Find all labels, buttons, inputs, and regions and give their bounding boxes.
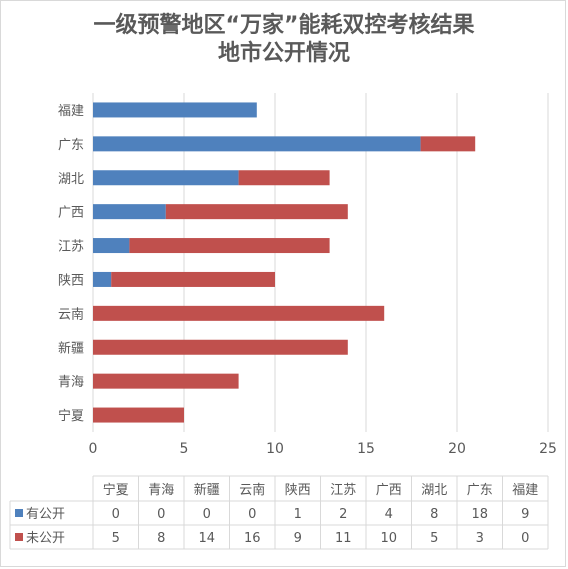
y-category-label: 宁夏	[58, 408, 84, 424]
bar-unpublished	[111, 271, 275, 287]
table-column-header: 广东	[467, 483, 493, 498]
y-category-label: 陕西	[58, 273, 84, 288]
bar-unpublished	[93, 373, 239, 389]
x-tick-label: 5	[180, 441, 189, 457]
table-row-label: 有公开	[26, 507, 65, 522]
y-category-label: 福建	[58, 104, 84, 119]
table-cell: 5	[430, 531, 438, 546]
chart-title-line1: 一级预警地区“万家”能耗双控考核结果	[93, 13, 475, 38]
y-category-label: 青海	[58, 375, 84, 390]
table-cell: 2	[339, 507, 347, 522]
y-category-label: 江苏	[58, 239, 84, 255]
bar-published	[93, 136, 421, 152]
chart-title-line2: 地市公开情况	[217, 41, 350, 66]
bar-published	[93, 271, 112, 287]
bar-published	[93, 170, 239, 186]
x-tick-label: 20	[448, 441, 466, 457]
legend-swatch	[15, 509, 23, 517]
bar-published	[93, 238, 130, 254]
table-cell: 10	[380, 531, 397, 546]
table-column-header: 福建	[512, 483, 538, 498]
table-column-header: 广西	[376, 483, 402, 498]
table-column-header: 湖北	[421, 483, 447, 498]
table-cell: 0	[203, 507, 211, 522]
table-cell: 1	[294, 507, 302, 522]
bar-unpublished	[93, 407, 184, 423]
table-column-header: 江苏	[330, 482, 356, 498]
table-row-label: 未公开	[26, 531, 65, 546]
bar-unpublished	[93, 305, 385, 321]
table-cell: 14	[198, 531, 215, 546]
table-cell: 18	[471, 507, 488, 522]
y-category-label: 云南	[58, 306, 84, 322]
x-tick-label: 0	[89, 441, 98, 457]
table-cell: 11	[335, 531, 352, 546]
table-cell: 4	[385, 507, 393, 522]
table-cell: 8	[430, 507, 438, 522]
table-cell: 0	[112, 507, 120, 522]
x-tick-label: 25	[539, 441, 557, 457]
y-category-label: 新疆	[58, 340, 84, 356]
table-cell: 16	[244, 531, 261, 546]
table-cell: 9	[294, 531, 302, 546]
x-tick-label: 15	[357, 441, 375, 457]
bar-unpublished	[420, 136, 476, 152]
chart-title: 一级预警地区“万家”能耗双控考核结果 地市公开情况	[0, 12, 568, 68]
table-column-header: 宁夏	[103, 482, 129, 498]
bar-unpublished	[238, 170, 330, 186]
table-column-header: 陕西	[285, 483, 311, 498]
bar-published	[93, 102, 257, 118]
bar-published	[93, 204, 166, 220]
y-category-label: 湖北	[58, 172, 84, 187]
table-cell: 0	[157, 507, 165, 522]
table-column-header: 青海	[148, 483, 174, 498]
bar-unpublished	[93, 339, 348, 355]
x-tick-label: 10	[266, 441, 284, 457]
y-category-label: 广东	[58, 138, 84, 153]
bar-unpublished	[165, 204, 348, 220]
bar-unpublished	[129, 238, 330, 254]
table-column-header: 云南	[239, 482, 265, 498]
table-cell: 3	[476, 531, 484, 546]
table-cell: 5	[112, 531, 120, 546]
legend-swatch	[15, 533, 23, 541]
table-cell: 9	[521, 507, 529, 522]
y-category-label: 广西	[58, 206, 84, 221]
table-cell: 0	[521, 531, 529, 546]
table-cell: 8	[157, 531, 165, 546]
table-cell: 0	[248, 507, 256, 522]
table-column-header: 新疆	[194, 482, 220, 498]
